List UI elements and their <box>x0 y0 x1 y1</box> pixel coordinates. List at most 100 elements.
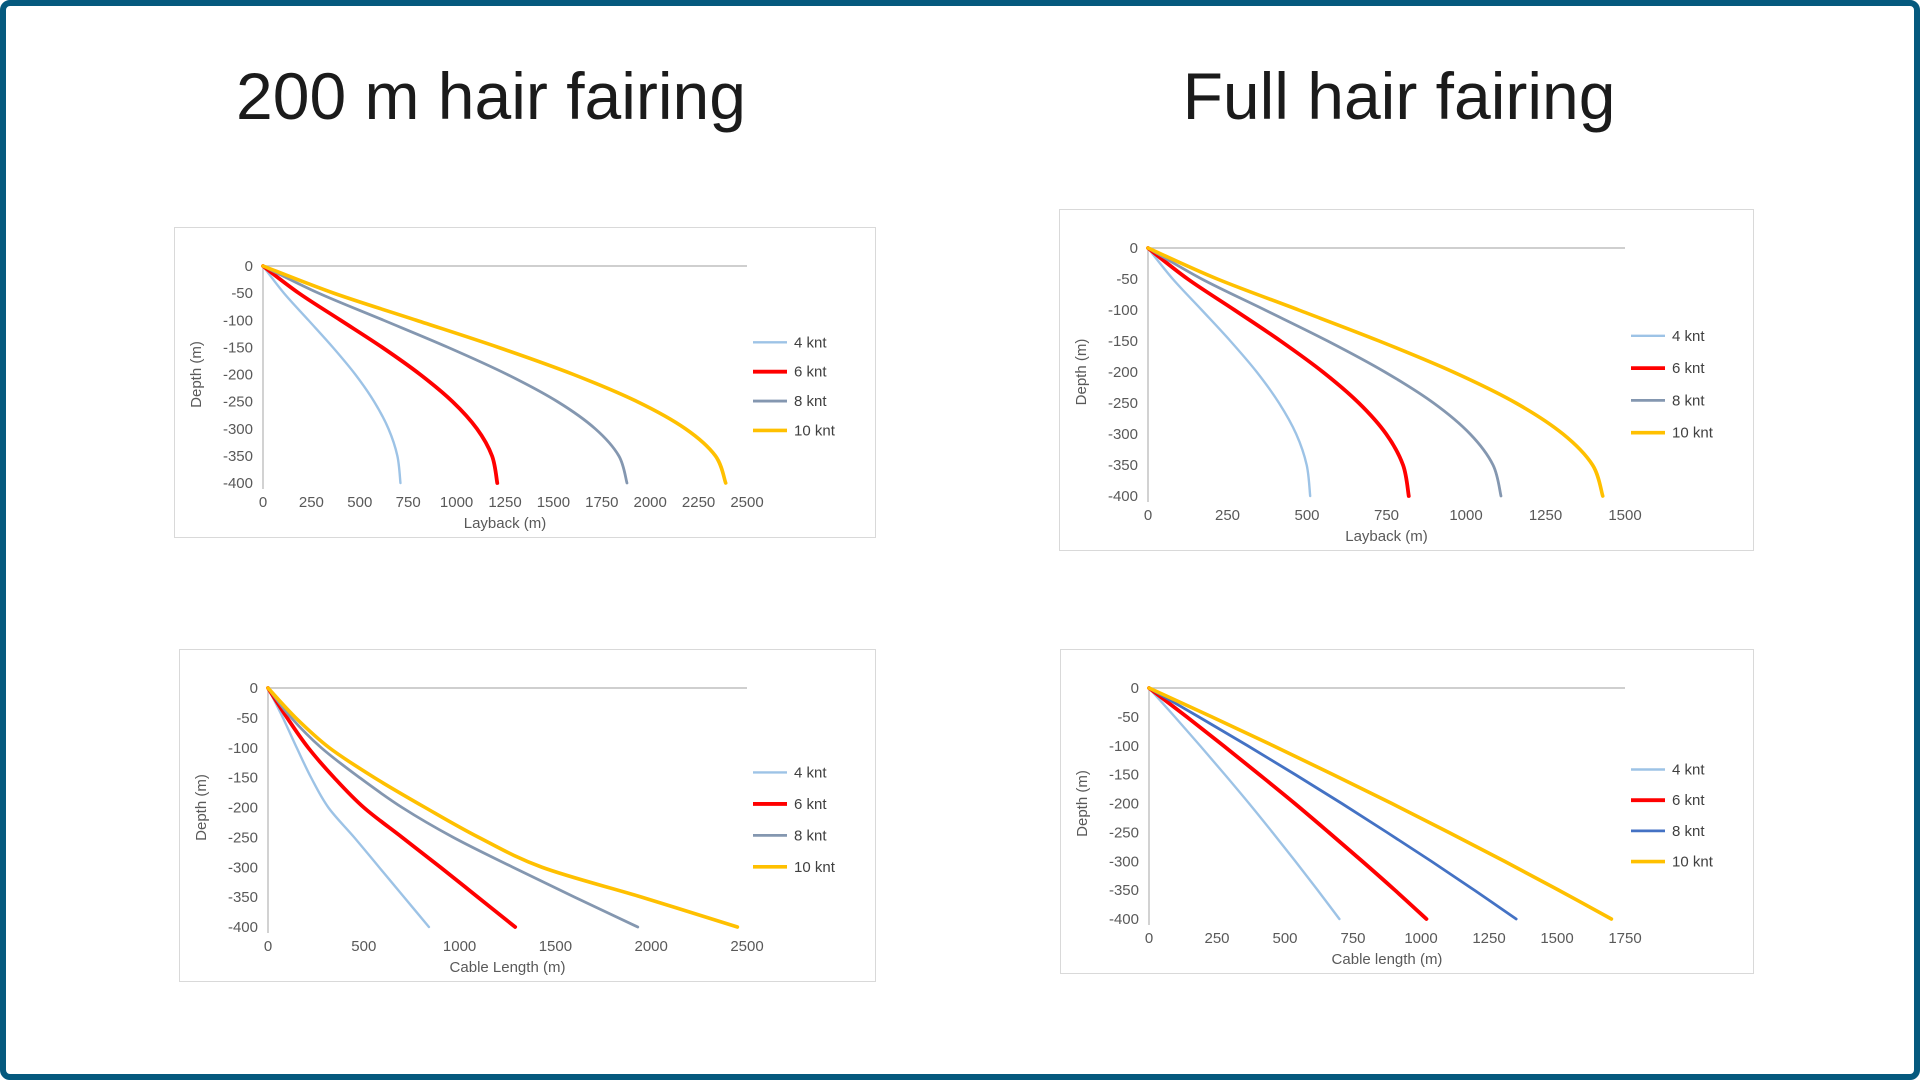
x-tick-label: 1500 <box>539 938 572 955</box>
x-axis-title: Layback (m) <box>1345 528 1428 545</box>
series-line-8-knt <box>1146 246 1503 498</box>
x-axis-title: Layback (m) <box>464 515 547 532</box>
x-tick-label: 0 <box>264 938 272 955</box>
y-tick-label: -300 <box>1109 853 1139 870</box>
y-axis-title: Depth (m) <box>188 341 205 408</box>
x-tick-label: 250 <box>1215 507 1240 524</box>
y-axis-title: Depth (m) <box>1073 339 1090 406</box>
legend-label-10-knt: 10 knt <box>1672 425 1714 442</box>
legend-label-4-knt: 4 knt <box>794 334 827 351</box>
x-tick-label: 1250 <box>1472 930 1505 947</box>
series-line-4-knt <box>261 264 402 485</box>
x-axis-title: Cable Length (m) <box>450 959 566 976</box>
y-tick-label: -150 <box>1108 333 1138 350</box>
x-tick-label: 2500 <box>730 938 763 955</box>
y-tick-label: -400 <box>228 919 258 936</box>
legend-label-6-knt: 6 knt <box>794 796 827 813</box>
x-tick-label: 0 <box>1144 507 1152 524</box>
y-tick-label: 0 <box>1131 680 1139 697</box>
y-tick-label: -150 <box>1109 767 1139 784</box>
y-tick-label: -150 <box>223 339 253 356</box>
series-line-8-knt <box>261 264 629 485</box>
legend-label-6-knt: 6 knt <box>794 364 827 381</box>
x-tick-label: 500 <box>347 494 372 511</box>
x-tick-label: 500 <box>351 938 376 955</box>
chart-layback-full: 0 -50 -100 -150 -200 -250 -300 -350 -400 0 250 500 7… <box>1059 209 1754 551</box>
y-tick-label: -250 <box>1109 824 1139 841</box>
y-tick-label: -50 <box>236 710 258 727</box>
y-tick-label: -200 <box>1109 796 1139 813</box>
x-tick-label: 1500 <box>537 494 570 511</box>
series-line-8-knt <box>1147 686 1518 921</box>
x-tick-label: 1500 <box>1540 930 1573 947</box>
y-tick-label: -300 <box>1108 426 1138 443</box>
y-tick-label: -100 <box>223 312 253 329</box>
x-tick-label: 750 <box>396 494 421 511</box>
y-axis-title: Depth (m) <box>1074 770 1091 837</box>
y-tick-label: -400 <box>1109 911 1139 928</box>
series-line-8-knt <box>266 686 640 929</box>
y-axis-title: Depth (m) <box>193 774 210 841</box>
y-tick-label: -350 <box>228 889 258 906</box>
y-tick-label: -100 <box>1108 302 1138 319</box>
series-line-10-knt <box>1146 246 1605 498</box>
legend-label-6-knt: 6 knt <box>1672 360 1705 377</box>
series-line-4-knt <box>1147 686 1341 921</box>
x-tick-label: 500 <box>1294 507 1319 524</box>
x-tick-label: 2000 <box>634 494 667 511</box>
y-tick-label: -350 <box>223 448 253 465</box>
legend-label-6-knt: 6 knt <box>1672 792 1705 809</box>
x-axis-title: Cable length (m) <box>1332 951 1443 968</box>
x-tick-label: 2250 <box>682 494 715 511</box>
chart-canvas-layback-full: 0 -50 -100 -150 -200 -250 -300 -350 -400 0 250 500 7… <box>1073 240 1714 545</box>
y-tick-label: -400 <box>1108 488 1138 505</box>
y-tick-label: -300 <box>223 421 253 438</box>
y-tick-label: -250 <box>228 829 258 846</box>
y-tick-label: -250 <box>1108 395 1138 412</box>
y-tick-label: -350 <box>1108 457 1138 474</box>
y-tick-label: -400 <box>223 475 253 492</box>
legend-label-4-knt: 4 knt <box>794 764 827 781</box>
series-line-4-knt <box>1146 246 1312 498</box>
legend-label-4-knt: 4 knt <box>1672 328 1705 345</box>
y-tick-label: -300 <box>228 859 258 876</box>
x-tick-label: 1000 <box>1449 507 1482 524</box>
x-tick-label: 1000 <box>440 494 473 511</box>
y-tick-label: -50 <box>231 285 253 302</box>
series-line-6-knt <box>266 686 518 929</box>
x-tick-label: 2000 <box>635 938 668 955</box>
chart-canvas-layback-200m: 0 -50 -100 -150 -200 -250 -300 -350 -400 0 250 500 7… <box>188 258 836 532</box>
chart-cable-length-full: 0 -50 -100 -150 -200 -250 -300 -350 -400 0 250 500 7… <box>1060 649 1754 974</box>
x-tick-label: 750 <box>1340 930 1365 947</box>
x-tick-label: 500 <box>1272 930 1297 947</box>
x-tick-label: 750 <box>1374 507 1399 524</box>
y-tick-label: -50 <box>1117 709 1139 726</box>
legend-label-10-knt: 10 knt <box>1672 854 1714 871</box>
chart-cable-length-200m: 0 -50 -100 -150 -200 -250 -300 -350 -400 0 500 1000… <box>179 649 876 982</box>
chart-canvas-cable-length-200m: 0 -50 -100 -150 -200 -250 -300 -350 -400 0 500 1000… <box>193 680 836 976</box>
y-tick-label: -250 <box>223 394 253 411</box>
x-tick-label: 1250 <box>1529 507 1562 524</box>
series-line-10-knt <box>266 686 740 929</box>
x-tick-label: 1750 <box>1608 930 1641 947</box>
x-tick-label: 1250 <box>488 494 521 511</box>
x-tick-label: 250 <box>1204 930 1229 947</box>
series-line-4-knt <box>266 686 431 929</box>
legend-label-8-knt: 8 knt <box>794 393 827 410</box>
chart-layback-200m: 0 -50 -100 -150 -200 -250 -300 -350 -400 0 250 500 7… <box>174 227 876 538</box>
legend-label-4-knt: 4 knt <box>1672 762 1705 779</box>
y-tick-label: -50 <box>1116 271 1138 288</box>
legend-label-10-knt: 10 knt <box>794 859 836 876</box>
x-tick-label: 0 <box>1145 930 1153 947</box>
page-title-left: 200 m hair fairing <box>236 59 746 133</box>
x-tick-label: 0 <box>259 494 267 511</box>
y-tick-label: 0 <box>1130 240 1138 257</box>
y-tick-label: -200 <box>228 800 258 817</box>
x-tick-label: 2500 <box>730 494 763 511</box>
legend-label-10-knt: 10 knt <box>794 422 836 439</box>
x-tick-label: 1500 <box>1608 507 1641 524</box>
y-tick-label: -200 <box>223 367 253 384</box>
series-line-6-knt <box>1146 246 1411 498</box>
y-tick-label: 0 <box>245 258 253 275</box>
